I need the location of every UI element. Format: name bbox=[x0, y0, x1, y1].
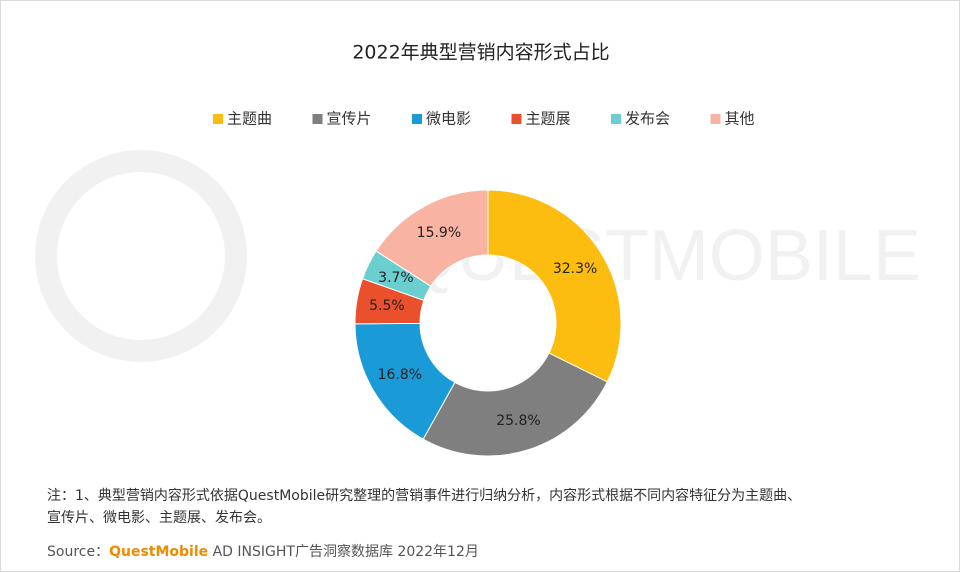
legend-swatch bbox=[511, 114, 522, 124]
legend-swatch bbox=[611, 114, 621, 124]
chart-title: 2022年典型营销内容形式占比 bbox=[352, 42, 609, 64]
source-text: AD INSIGHT广告洞察数据库 2022年12月 bbox=[208, 544, 479, 560]
watermark-logo bbox=[35, 150, 247, 362]
legend-label: 发布会 bbox=[625, 110, 670, 128]
data-label: 25.8% bbox=[496, 413, 540, 429]
note-line: 宣传片、微电影、主题展、发布会。 bbox=[47, 510, 271, 526]
legend-label: 主题曲 bbox=[227, 110, 272, 128]
legend-label: 主题展 bbox=[526, 110, 571, 128]
legend-swatch bbox=[312, 114, 323, 124]
data-label: 32.3% bbox=[553, 261, 597, 277]
legend-swatch bbox=[213, 114, 223, 124]
legend-swatch bbox=[412, 114, 422, 124]
donut-segment bbox=[422, 352, 608, 457]
donut-segment bbox=[375, 189, 489, 287]
donut-segment bbox=[487, 189, 622, 383]
legend-label: 宣传片 bbox=[327, 110, 372, 128]
source-brand: QuestMobile bbox=[109, 544, 209, 560]
legend-label: 其他 bbox=[725, 110, 755, 128]
legend-swatch bbox=[710, 114, 721, 124]
data-label: 16.8% bbox=[378, 367, 422, 383]
note-line: 注：1、典型营销内容形式依据QuestMobile研究整理的营销事件进行归纳分析… bbox=[47, 488, 802, 504]
source: Source：QuestMobile AD INSIGHT广告洞察数据库 202… bbox=[47, 541, 479, 563]
data-label: 3.7% bbox=[378, 270, 414, 286]
source-label: Source： bbox=[47, 544, 110, 560]
data-label: 15.9% bbox=[417, 225, 461, 241]
legend-label: 微电影 bbox=[426, 110, 471, 128]
data-label: 5.5% bbox=[369, 298, 405, 314]
